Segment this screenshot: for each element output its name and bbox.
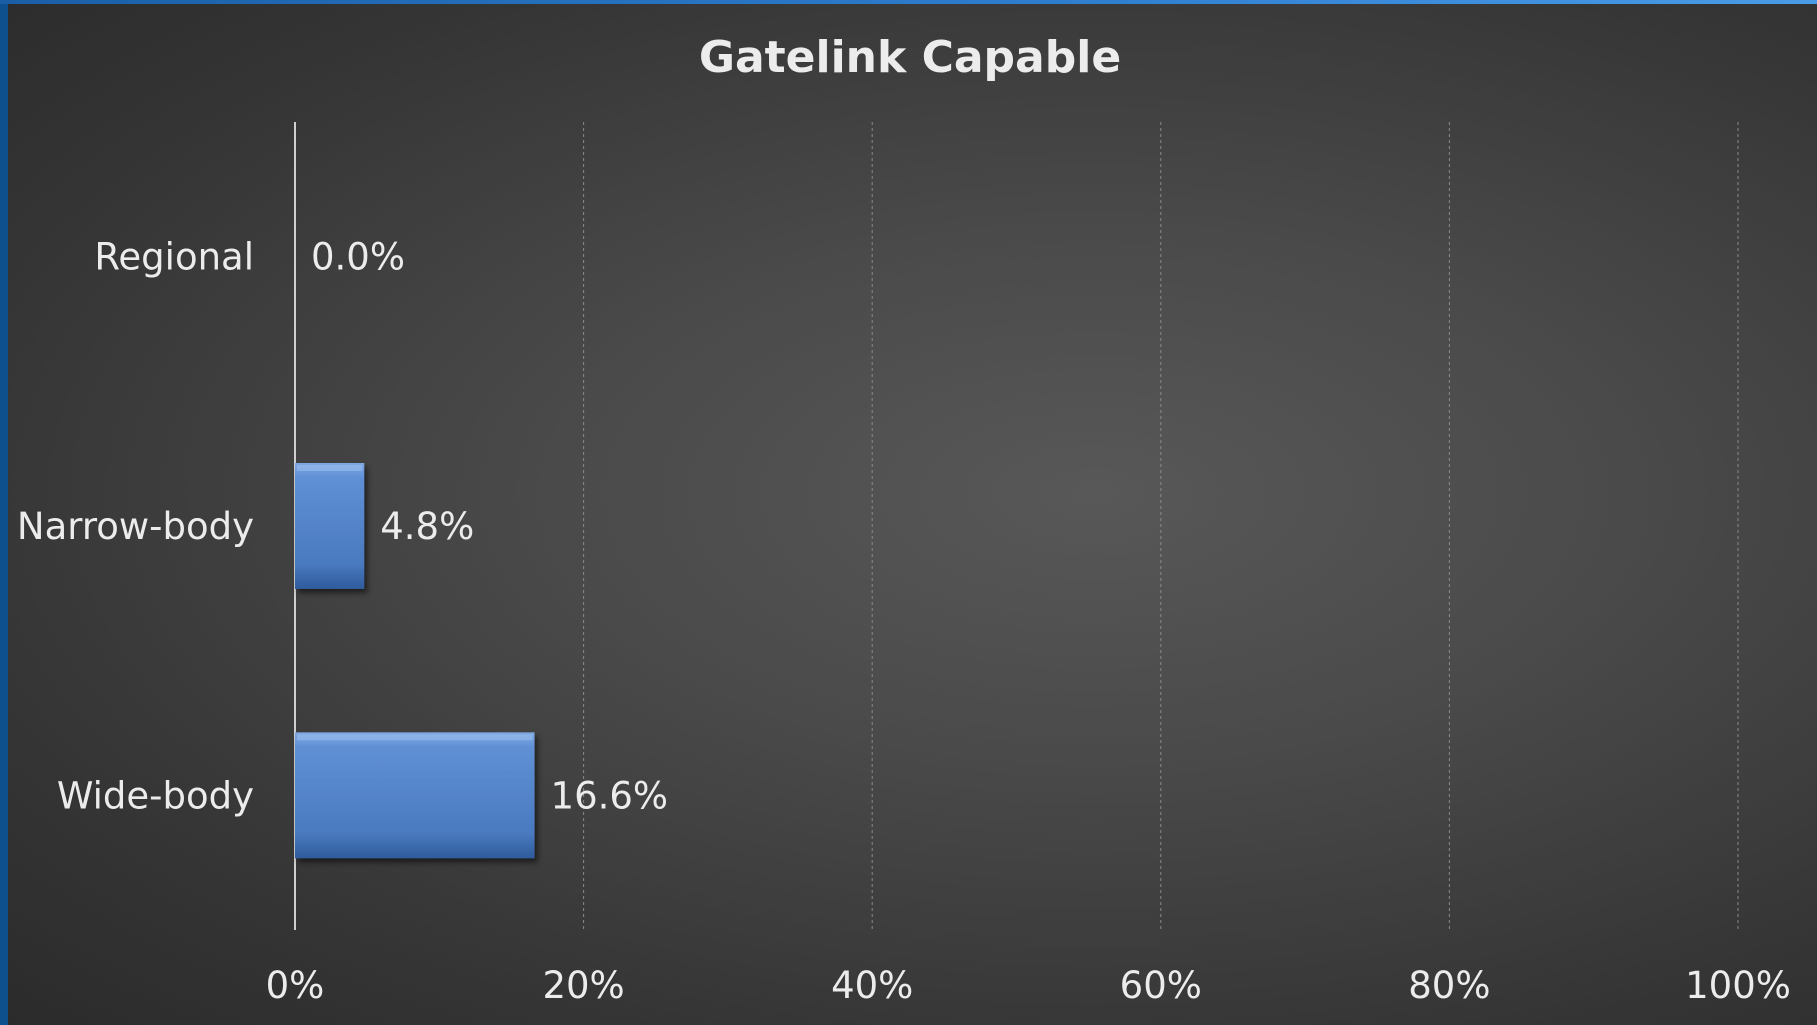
top-accent-bar: [0, 0, 1817, 4]
x-tick-label: 100%: [1685, 964, 1791, 1007]
bars: [295, 463, 535, 859]
left-accent-bar: [0, 0, 8, 1025]
x-tick-label: 80%: [1408, 964, 1490, 1007]
category-label: Wide-body: [57, 774, 254, 817]
data-label: 16.6%: [551, 774, 669, 817]
chart-title: Gatelink Capable: [699, 32, 1121, 83]
bar-narrow-body: [295, 463, 365, 589]
x-tick-label: 40%: [831, 964, 913, 1007]
bar-bevel: [297, 734, 533, 741]
x-tick-label: 20%: [542, 964, 624, 1007]
value-labels: 0.0% 4.8% 16.6%: [311, 236, 668, 818]
x-tick-label: 60%: [1120, 964, 1202, 1007]
category-label: Narrow-body: [17, 505, 254, 548]
data-label: 0.0%: [311, 236, 405, 279]
x-tick-label: 0%: [266, 964, 325, 1007]
bar-bevel: [297, 465, 363, 471]
data-label: 4.8%: [380, 505, 474, 548]
bar-wide-body: [295, 732, 535, 859]
x-tick-labels: 0% 20% 40% 60% 80% 100%: [266, 964, 1791, 1007]
category-labels: Regional Narrow-body Wide-body: [17, 236, 254, 818]
category-label: Regional: [94, 236, 254, 279]
